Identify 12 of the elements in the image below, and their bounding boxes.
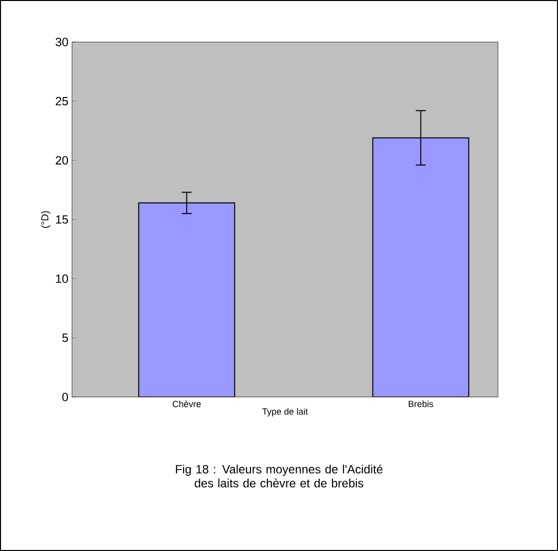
y-axis-title: (°D) (41, 211, 50, 228)
y-tick-label: 10 (56, 274, 68, 283)
y-tick-label: 5 (62, 334, 68, 342)
y-tick-label: 25 (56, 96, 68, 106)
caption: Fig 18 : Valeurs moyennes de l'Acidité des laits de chèvre et de brebis (176, 464, 382, 488)
x-tick-label: Chèvre (172, 400, 201, 408)
y-tick-label: 30 (56, 38, 68, 46)
y-tick-label: 15 (56, 215, 68, 224)
x-tick-label: Brebis (408, 400, 434, 408)
y-tick-label: 20 (56, 156, 68, 165)
x-axis-title: Type de lait (262, 408, 308, 416)
y-tick-label: 0 (62, 392, 68, 402)
